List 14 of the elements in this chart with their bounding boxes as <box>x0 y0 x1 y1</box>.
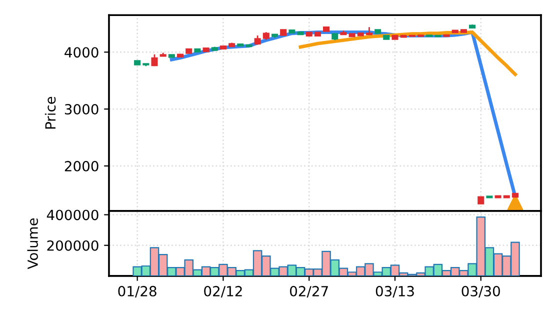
x-tick-label: 02/27 <box>290 286 328 298</box>
y-tick-label: 4000 <box>64 47 98 58</box>
y-tick-label: 3000 <box>64 104 98 115</box>
x-tick-label: 02/12 <box>204 286 242 298</box>
y-axis-title: Volume <box>27 218 38 270</box>
x-tick-label: 03/30 <box>462 286 500 298</box>
y-axis-title: Price <box>44 96 56 129</box>
candlestick <box>254 34 261 46</box>
line-series <box>298 30 517 76</box>
y-tick-label: 200000 <box>47 240 98 251</box>
x-tick-label: 01/28 <box>118 286 156 298</box>
x-tick-label: 03/13 <box>376 286 414 298</box>
y-tick-label: 400000 <box>46 210 98 220</box>
y-tick-label: 2000 <box>64 160 98 172</box>
